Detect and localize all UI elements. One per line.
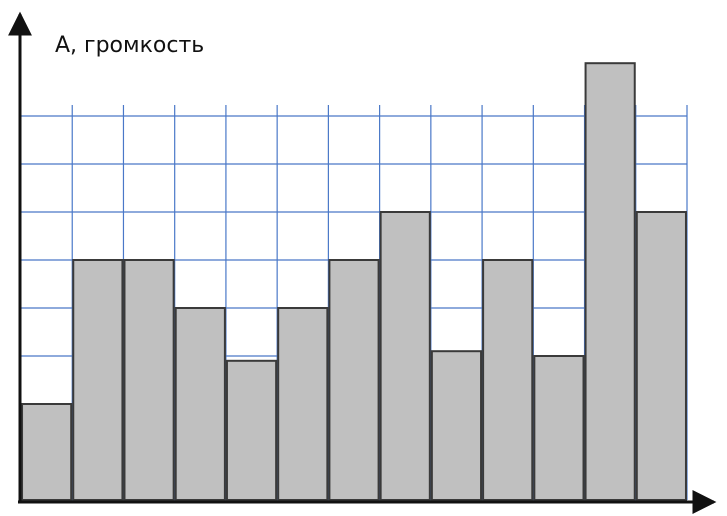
bars xyxy=(21,62,687,502)
bar xyxy=(379,211,431,501)
bar xyxy=(482,259,534,501)
y-axis-label: А, громкость xyxy=(55,33,204,58)
bar xyxy=(635,211,687,501)
bar xyxy=(584,62,636,501)
bar xyxy=(328,259,380,501)
bar xyxy=(225,359,278,501)
bar xyxy=(174,307,226,501)
bar xyxy=(123,259,175,501)
bar xyxy=(72,259,124,501)
bar xyxy=(430,350,483,502)
bar xyxy=(277,307,329,501)
bar xyxy=(21,403,73,501)
bar xyxy=(533,355,585,501)
